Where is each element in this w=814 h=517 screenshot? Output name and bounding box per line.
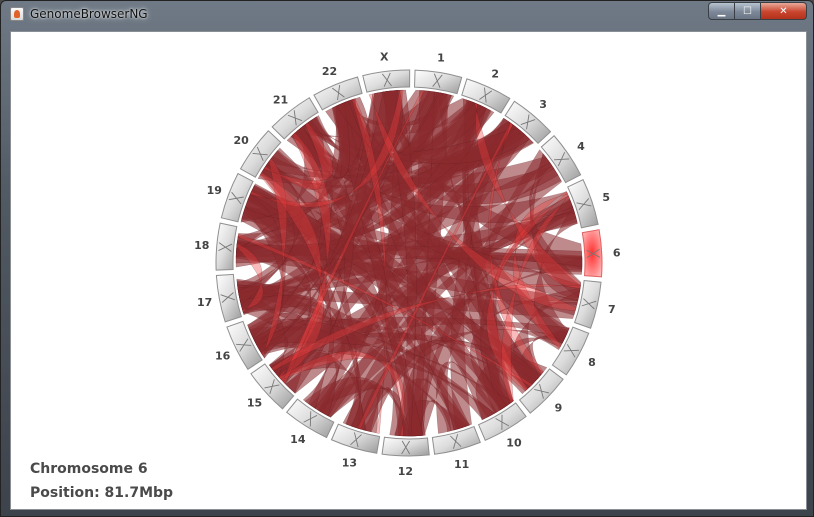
centromere-7 xyxy=(581,298,597,310)
link-ribbon xyxy=(303,116,531,165)
link-ribbon xyxy=(249,89,404,208)
centromere-13 xyxy=(350,432,362,448)
link-ribbon xyxy=(259,172,324,383)
link-ribbon xyxy=(245,193,335,409)
chromosome-label-15: 15 xyxy=(247,396,262,409)
chromosome-5-segment[interactable] xyxy=(567,178,599,229)
link-ribbon xyxy=(357,122,514,430)
link-ribbon xyxy=(501,194,570,404)
chromosome-label-3: 3 xyxy=(539,98,547,111)
chromosome-label-6: 6 xyxy=(613,246,621,259)
chromosome-label-17: 17 xyxy=(197,296,212,309)
centromere-14 xyxy=(303,411,318,427)
link-ribbon xyxy=(271,284,581,371)
java-cup-icon xyxy=(10,7,24,21)
link-ribbon xyxy=(488,122,544,375)
centromere-12 xyxy=(401,440,411,455)
chromosome-13-segment[interactable] xyxy=(330,423,381,454)
link-ribbon xyxy=(247,122,333,338)
link-ribbons xyxy=(235,89,583,437)
link-ribbon xyxy=(382,90,417,437)
link-ribbon xyxy=(266,150,581,302)
chromosome-label-7: 7 xyxy=(608,303,616,316)
centromere-17 xyxy=(220,292,236,303)
centromere-6 xyxy=(586,248,601,259)
link-ribbon xyxy=(263,122,334,191)
chromosome-label-19: 19 xyxy=(207,184,222,197)
link-ribbon xyxy=(282,90,426,385)
link-ribbon xyxy=(278,132,331,380)
centromere-15 xyxy=(264,379,280,394)
link-ribbon xyxy=(486,192,569,392)
chromosome-label-18: 18 xyxy=(194,239,209,252)
chromosome-label-12: 12 xyxy=(398,465,413,478)
chromosome-label-21: 21 xyxy=(273,93,288,106)
link-ribbon xyxy=(368,93,577,312)
link-ribbon xyxy=(278,350,406,437)
chromosome-label-13: 13 xyxy=(342,456,357,469)
chromosome-ring xyxy=(215,69,603,457)
chromosome-label-10: 10 xyxy=(506,437,522,450)
window-controls: ▁ ☐ ✕ xyxy=(708,2,807,20)
chromosome-label-4: 4 xyxy=(577,140,585,153)
centromere-20 xyxy=(252,146,268,162)
chromosome-label-14: 14 xyxy=(290,433,306,446)
centromere-5 xyxy=(576,198,592,211)
link-ribbon xyxy=(236,242,264,314)
centromere-11 xyxy=(450,434,462,449)
centromere-9 xyxy=(534,383,550,399)
minimize-button[interactable]: ▁ xyxy=(708,2,735,20)
chromosome-7-segment[interactable] xyxy=(573,279,602,329)
position-readout: Position: 81.7Mbp xyxy=(30,485,174,501)
chromosome-label-1: 1 xyxy=(437,51,445,64)
centromere-8 xyxy=(563,344,579,358)
centromere-10 xyxy=(495,414,510,430)
centromere-19 xyxy=(228,191,244,205)
link-ribbon xyxy=(261,158,288,357)
link-ribbon xyxy=(238,160,302,306)
chromosome-17-segment[interactable] xyxy=(215,273,243,323)
centromere-x xyxy=(381,72,392,87)
chromosome-label-11: 11 xyxy=(454,458,469,471)
chromosome-label-20: 20 xyxy=(234,134,250,147)
chromosome-readout: Chromosome 6 xyxy=(30,461,148,477)
chromosome-label-x: X xyxy=(380,50,389,63)
chromosome-11-segment[interactable] xyxy=(431,425,481,455)
centromere-21 xyxy=(287,110,303,126)
maximize-button[interactable]: ☐ xyxy=(735,2,761,20)
genome-canvas[interactable]: 1 2 3 4 5 6 7 8 9 10 11 12 13 14 15 16 17 18 19 20 21 22 X Chr… xyxy=(10,31,807,510)
centromere-16 xyxy=(236,338,252,352)
link-ribbon xyxy=(237,233,533,387)
centromere-2 xyxy=(479,87,493,103)
centromere-4 xyxy=(554,152,570,167)
window-title: GenomeBrowserNG xyxy=(30,7,148,21)
chromosome-label-9: 9 xyxy=(555,402,563,415)
chromosome-19-segment[interactable] xyxy=(220,172,254,223)
chromosome-label-16: 16 xyxy=(215,349,231,362)
chromosome-label-22: 22 xyxy=(322,65,337,78)
link-ribbon xyxy=(351,98,388,434)
centromere-22 xyxy=(332,84,345,101)
chromosome-label-5: 5 xyxy=(602,191,610,204)
close-button[interactable]: ✕ xyxy=(761,2,807,20)
centromere-3 xyxy=(520,114,536,130)
link-ribbon xyxy=(244,194,286,359)
link-ribbon xyxy=(291,126,470,431)
chromosome-label-2: 2 xyxy=(491,68,499,81)
link-ribbon xyxy=(512,190,569,349)
chromosome-label-8: 8 xyxy=(588,356,596,369)
centromere-1 xyxy=(432,73,443,88)
link-ribbon xyxy=(252,90,403,350)
title-bar[interactable]: GenomeBrowserNG ▁ ☐ ✕ xyxy=(1,1,813,29)
centromere-18 xyxy=(218,242,233,252)
link-ribbon xyxy=(474,102,582,288)
